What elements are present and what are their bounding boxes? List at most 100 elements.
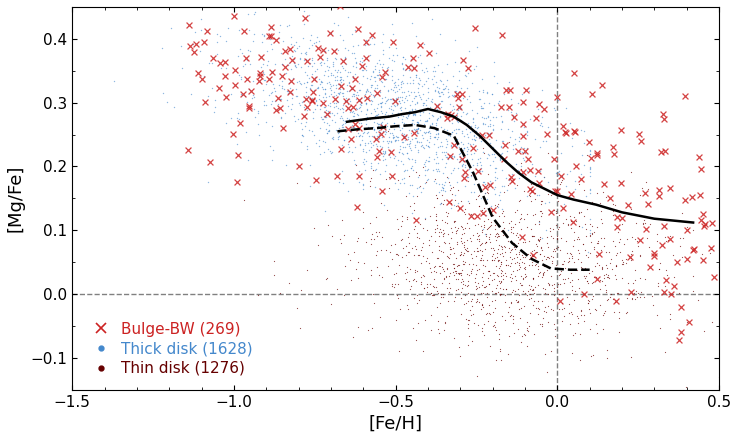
Point — [353, 234, 365, 241]
Y-axis label: [Mg/Fe]: [Mg/Fe] — [7, 165, 25, 232]
Point — [352, 111, 364, 118]
Point — [464, 128, 476, 136]
Point — [256, 30, 268, 37]
Point — [673, 290, 685, 297]
Point — [520, 150, 531, 157]
Point — [618, 241, 630, 248]
Point — [333, 129, 345, 136]
Point — [410, 277, 422, 284]
Point — [449, 191, 461, 198]
Point — [594, 277, 606, 284]
Point — [248, 10, 260, 17]
Point — [415, 96, 427, 103]
Point — [373, 126, 385, 133]
Point — [421, 280, 433, 287]
Point — [567, 283, 579, 290]
Point — [512, 326, 524, 333]
Point — [301, 266, 313, 273]
Point — [369, 66, 381, 73]
Point — [261, 48, 273, 55]
Point — [221, 64, 232, 71]
Point — [369, 114, 381, 121]
Point — [477, 87, 489, 94]
Point — [433, 243, 445, 250]
Point — [176, 65, 188, 72]
Point — [400, 275, 412, 282]
Point — [376, 118, 387, 125]
Point — [307, 114, 319, 121]
Point — [376, 133, 387, 140]
Point — [532, 106, 544, 113]
Point — [430, 127, 442, 134]
Point — [432, 114, 444, 121]
Point — [569, 128, 581, 136]
Point — [471, 161, 483, 168]
Point — [461, 150, 473, 158]
Point — [533, 310, 545, 317]
Point — [300, 84, 312, 91]
Point — [339, 117, 351, 125]
Point — [528, 330, 540, 337]
Point — [610, 252, 621, 259]
Point — [497, 253, 509, 260]
Point — [298, 79, 310, 86]
Point — [389, 240, 401, 247]
Point — [256, 38, 268, 45]
Point — [593, 239, 604, 246]
Point — [538, 262, 550, 269]
Point — [418, 40, 430, 48]
Point — [393, 261, 404, 268]
Point — [443, 118, 455, 125]
Point — [378, 115, 390, 122]
Point — [242, 11, 254, 18]
Point — [406, 119, 418, 126]
Point — [461, 126, 472, 133]
Point — [331, 285, 343, 292]
Point — [469, 271, 481, 278]
Point — [452, 276, 464, 283]
Point — [343, 79, 355, 86]
Point — [571, 236, 583, 243]
Point — [548, 187, 559, 194]
Point — [461, 148, 472, 155]
Point — [424, 103, 435, 110]
Point — [354, 79, 365, 86]
Point — [452, 119, 464, 126]
Point — [490, 113, 502, 120]
Point — [634, 275, 646, 282]
Point — [514, 134, 525, 141]
Point — [531, 114, 542, 121]
Point — [301, 58, 313, 65]
Point — [424, 132, 436, 139]
Point — [530, 304, 542, 312]
Point — [494, 263, 506, 270]
Point — [401, 120, 413, 127]
Point — [295, 287, 307, 294]
Point — [442, 253, 454, 260]
Point — [390, 250, 402, 257]
Point — [489, 324, 500, 331]
Point — [298, 113, 310, 120]
Point — [353, 98, 365, 105]
Point — [427, 291, 438, 298]
Point — [458, 157, 470, 164]
Point — [257, 61, 269, 68]
Point — [509, 246, 521, 253]
Point — [444, 152, 455, 159]
Point — [322, 120, 334, 127]
Point — [360, 100, 372, 107]
Point — [524, 310, 536, 317]
Point — [390, 95, 402, 102]
Point — [270, 107, 282, 114]
Point — [418, 128, 430, 136]
Point — [373, 143, 385, 150]
Point — [344, 69, 356, 76]
Point — [526, 247, 538, 254]
Point — [459, 292, 471, 299]
Point — [472, 322, 484, 329]
Point — [441, 137, 452, 144]
Point — [497, 276, 508, 283]
Point — [469, 124, 481, 131]
Point — [444, 269, 456, 276]
Point — [475, 223, 487, 230]
